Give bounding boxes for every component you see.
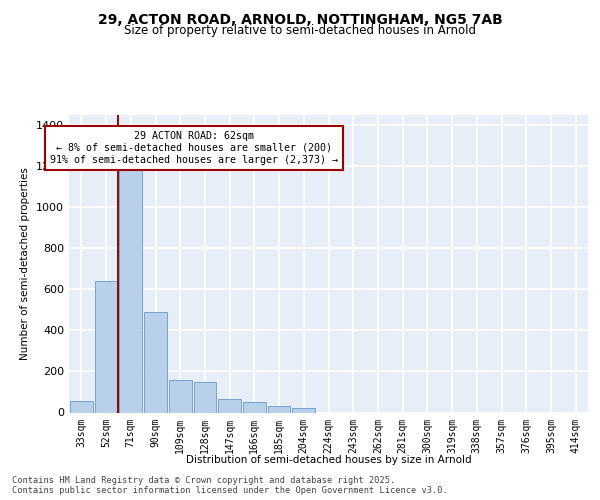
Bar — [292, 408, 315, 412]
Bar — [70, 401, 93, 412]
Bar — [243, 402, 266, 412]
X-axis label: Distribution of semi-detached houses by size in Arnold: Distribution of semi-detached houses by … — [185, 456, 472, 466]
Text: 29, ACTON ROAD, ARNOLD, NOTTINGHAM, NG5 7AB: 29, ACTON ROAD, ARNOLD, NOTTINGHAM, NG5 … — [98, 12, 502, 26]
Text: 29 ACTON ROAD: 62sqm
← 8% of semi-detached houses are smaller (200)
91% of semi-: 29 ACTON ROAD: 62sqm ← 8% of semi-detach… — [50, 132, 338, 164]
Text: Contains HM Land Registry data © Crown copyright and database right 2025.
Contai: Contains HM Land Registry data © Crown c… — [12, 476, 448, 495]
Bar — [218, 399, 241, 412]
Bar — [95, 281, 118, 412]
Text: Size of property relative to semi-detached houses in Arnold: Size of property relative to semi-detach… — [124, 24, 476, 37]
Bar — [144, 312, 167, 412]
Y-axis label: Number of semi-detached properties: Number of semi-detached properties — [20, 168, 31, 360]
Bar — [194, 382, 216, 412]
Bar — [268, 406, 290, 412]
Bar — [169, 380, 191, 412]
Bar — [119, 166, 142, 412]
